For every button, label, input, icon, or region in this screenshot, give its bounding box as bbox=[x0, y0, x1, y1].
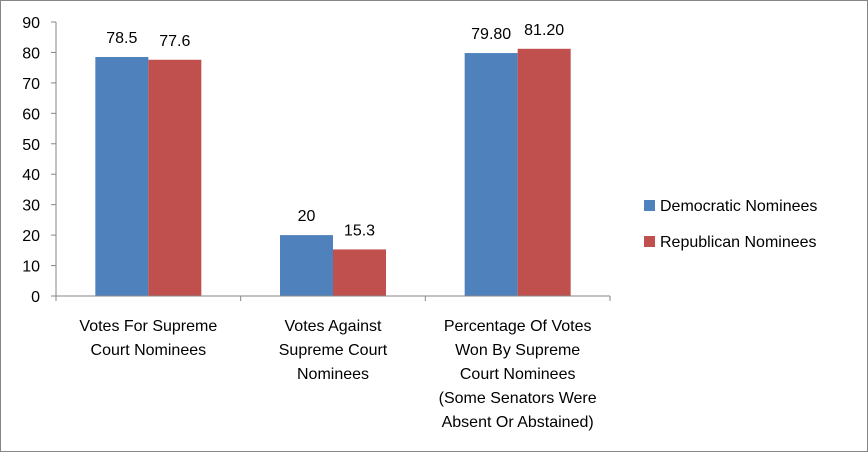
y-tick-label: 80 bbox=[22, 45, 40, 62]
bars bbox=[95, 48, 571, 297]
y-tick-label: 50 bbox=[22, 137, 40, 154]
legend-swatch bbox=[644, 236, 655, 247]
bar-democratic bbox=[464, 53, 518, 297]
category-label: Percentage Of Votes Won By Supreme Court N… bbox=[439, 318, 597, 431]
y-tick-label: 60 bbox=[22, 106, 40, 123]
data-label: 77.6 bbox=[159, 33, 190, 50]
data-label: 20 bbox=[298, 208, 316, 225]
y-tick-label: 10 bbox=[22, 259, 40, 276]
y-tick-label: 90 bbox=[22, 15, 40, 32]
y-tick-label: 0 bbox=[31, 289, 40, 306]
bar-democratic bbox=[280, 235, 333, 296]
y-axis: 0 10 20 30 40 50 60 70 80 90 bbox=[22, 15, 57, 306]
category-label: Votes Against Supreme Court Nominees bbox=[279, 318, 388, 383]
y-tick-label: 20 bbox=[22, 228, 40, 245]
legend-label: Republican Nominees bbox=[660, 234, 817, 251]
y-tick-label: 70 bbox=[22, 76, 40, 93]
legend-label: Democratic Nominees bbox=[660, 198, 817, 215]
data-label: 79.80 bbox=[471, 26, 511, 43]
y-tick-label: 40 bbox=[22, 167, 40, 184]
bar-republican bbox=[148, 59, 202, 296]
data-labels: 78.5 20 79.80 77.6 15.3 81.20 bbox=[106, 22, 564, 240]
legend: Democratic Nominees Republican Nominees bbox=[644, 198, 817, 251]
legend-swatch bbox=[644, 200, 655, 211]
data-label: 15.3 bbox=[344, 222, 375, 239]
y-tick-label: 30 bbox=[22, 198, 40, 215]
bar-republican bbox=[517, 48, 571, 297]
data-label: 78.5 bbox=[106, 30, 137, 47]
category-label: Votes For Supreme Court Nominees bbox=[79, 318, 217, 359]
bar-democratic bbox=[95, 57, 149, 297]
x-axis: Votes For Supreme Court Nominees Votes Aga… bbox=[55, 295, 611, 431]
data-label: 81.20 bbox=[524, 22, 564, 39]
bar-republican bbox=[333, 249, 386, 296]
